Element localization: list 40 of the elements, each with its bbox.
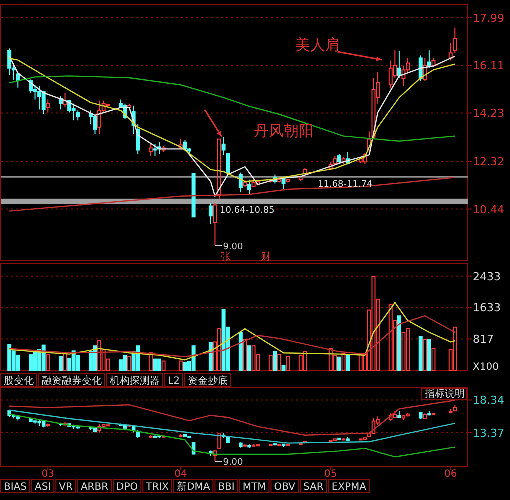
text: DPO bbox=[116, 482, 138, 493]
text: 机构探测器 bbox=[110, 375, 160, 387]
x-tick-label: 04 bbox=[174, 469, 188, 480]
annotation: 美人肩 bbox=[296, 36, 340, 54]
text: TRIX bbox=[145, 482, 170, 493]
x-tick-label: 03 bbox=[42, 469, 54, 480]
text: OBV bbox=[274, 482, 296, 493]
band-label: 10.64-10.85 bbox=[220, 206, 275, 216]
annotation: 指标说明 bbox=[424, 388, 465, 400]
text: ASI bbox=[35, 482, 52, 493]
annotation: 9.00 bbox=[223, 242, 244, 252]
text: L2 bbox=[168, 376, 180, 387]
x-tick-label: 05 bbox=[324, 469, 338, 480]
text: 股变化 bbox=[4, 375, 34, 387]
y-tick-label: 14.23 bbox=[473, 107, 504, 120]
text: ARBR bbox=[80, 482, 109, 493]
text: MTM bbox=[242, 482, 266, 493]
text: EXPMA bbox=[332, 482, 367, 493]
annotation: 丹风朝阳 bbox=[254, 122, 314, 140]
text: VR bbox=[59, 482, 73, 493]
y-tick-label: 18.34 bbox=[473, 394, 504, 408]
x-tick-label: 06 bbox=[444, 469, 458, 480]
annotation: 张 bbox=[221, 251, 231, 263]
text: BIAS bbox=[4, 482, 27, 493]
y-tick-label: 817 bbox=[473, 333, 494, 346]
y-tick-label: 17.99 bbox=[473, 12, 504, 25]
y-tick-label: 1633 bbox=[473, 301, 501, 314]
text: SAR bbox=[304, 482, 324, 493]
annotation: 9.00 bbox=[223, 458, 244, 468]
y-axis-title: X100 bbox=[473, 362, 499, 373]
text: BBI bbox=[218, 482, 235, 493]
y-tick-label: 12.32 bbox=[473, 156, 504, 169]
annotation: 财 bbox=[261, 251, 271, 263]
text: 新DMA bbox=[177, 481, 210, 493]
y-tick-label: 13.37 bbox=[473, 426, 504, 440]
y-tick-label: 2433 bbox=[473, 270, 501, 284]
y-tick-label: 16.11 bbox=[473, 60, 504, 73]
text: 融资融券变化 bbox=[42, 375, 102, 387]
text: 资金抄底 bbox=[188, 375, 228, 387]
y-tick-label: 10.44 bbox=[473, 203, 504, 216]
